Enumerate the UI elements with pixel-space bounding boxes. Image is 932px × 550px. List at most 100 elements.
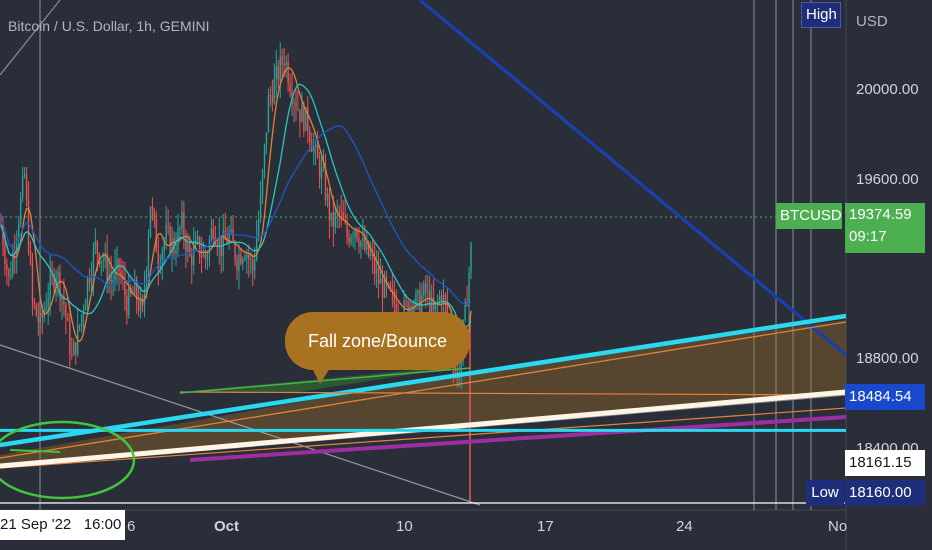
candle-body [348, 236, 350, 243]
candle-body [110, 275, 112, 282]
candle-body [86, 277, 89, 302]
candle-body [318, 158, 321, 179]
candle-body [92, 249, 95, 278]
orange-fan-line-3 [0, 407, 847, 469]
candle-body [342, 212, 344, 220]
chart-title: Bitcoin / U.S. Dollar, 1h, GEMINI [8, 18, 210, 34]
grey-trendline-3 [0, 0, 61, 76]
candle-body [193, 245, 195, 266]
ma-slow [0, 125, 472, 305]
candle-body [320, 167, 323, 179]
candle-body [279, 56, 281, 81]
candle-body [196, 236, 199, 241]
candle-body [112, 280, 114, 282]
candle-body [470, 243, 472, 273]
purple-trendline [189, 415, 847, 462]
candle-body [330, 212, 333, 221]
candle-body [17, 224, 20, 240]
candle-body [181, 212, 183, 228]
ma-fast [0, 67, 472, 357]
candle-body [277, 66, 279, 81]
candle-body [67, 318, 69, 321]
candle-body [273, 78, 276, 103]
candle-body [216, 243, 219, 248]
candle-body [257, 219, 260, 237]
crosshair-date: 21 Sep '22 [0, 516, 72, 533]
candle-body [175, 250, 177, 254]
candle-body [236, 259, 238, 271]
candle-body [139, 297, 142, 311]
candle-body [391, 289, 394, 292]
candle-body [411, 306, 413, 317]
time-tick-label: 6 [127, 518, 136, 535]
candle-body [371, 254, 374, 257]
candle-body [29, 250, 32, 261]
candle-body [322, 167, 325, 169]
candle-body [377, 268, 380, 284]
candle-body [263, 144, 266, 171]
time-tick-label: 17 [537, 518, 554, 535]
time-tick-label: Oct [214, 518, 240, 535]
candle-body [49, 273, 51, 299]
candle-body [61, 296, 63, 300]
candle-body [415, 293, 417, 308]
candle-body [287, 62, 289, 85]
candle-body [45, 307, 47, 311]
candle-body [436, 301, 439, 303]
candle-body [360, 241, 362, 247]
candle-body [69, 320, 71, 355]
candle-body [149, 206, 152, 238]
candle-body [179, 227, 181, 229]
candle-body [269, 95, 272, 97]
candle-body [33, 300, 36, 305]
ma-mid [0, 83, 472, 329]
time-tick-label: 24 [676, 518, 693, 535]
candle-body [387, 283, 390, 285]
candle-body [96, 241, 99, 254]
candle-body [73, 342, 75, 356]
low-label: Low [806, 480, 844, 506]
candle-body [299, 109, 301, 123]
candle-body [128, 287, 130, 316]
candle-body [379, 278, 382, 284]
candle-body [375, 268, 378, 274]
candle-body [293, 102, 295, 104]
candle-body [226, 239, 228, 244]
candle-body [446, 303, 449, 318]
candle-body [427, 290, 429, 292]
candle-body [364, 237, 366, 250]
symbol-tag: BTCUSD [776, 203, 842, 229]
candle-body [307, 107, 309, 131]
candle-body [31, 260, 34, 301]
candle-body [464, 301, 466, 320]
candle-body [370, 254, 372, 257]
candle-body [114, 267, 116, 281]
price-tick-label: 18800.00 [856, 350, 919, 368]
candle-body [242, 259, 244, 264]
low-price-tag: 18160.00 [845, 480, 925, 506]
candle-body [63, 296, 65, 305]
candle-body [393, 291, 396, 305]
candle-body [189, 243, 191, 256]
candle-body [10, 275, 12, 277]
fall-zone-annotation[interactable]: Fall zone/Bounce [285, 312, 470, 370]
candle-body [250, 259, 252, 261]
candle-body [27, 199, 30, 251]
candle-body [153, 209, 156, 220]
candle-body [244, 257, 246, 260]
candle-body [155, 219, 158, 252]
candle-body [259, 194, 262, 220]
candle-body [104, 253, 106, 261]
support-price-tag: 18484.54 [845, 384, 925, 410]
candle-body [106, 253, 108, 280]
navy-downtrend [418, 0, 848, 357]
candle-body [23, 173, 26, 176]
candle-body [350, 237, 352, 243]
price-tick-label: 19600.00 [856, 170, 919, 188]
candle-body [440, 295, 443, 302]
candle-body [261, 170, 264, 195]
green-trendline [179, 367, 471, 394]
candle-body [212, 228, 215, 239]
candle-body [413, 307, 415, 317]
